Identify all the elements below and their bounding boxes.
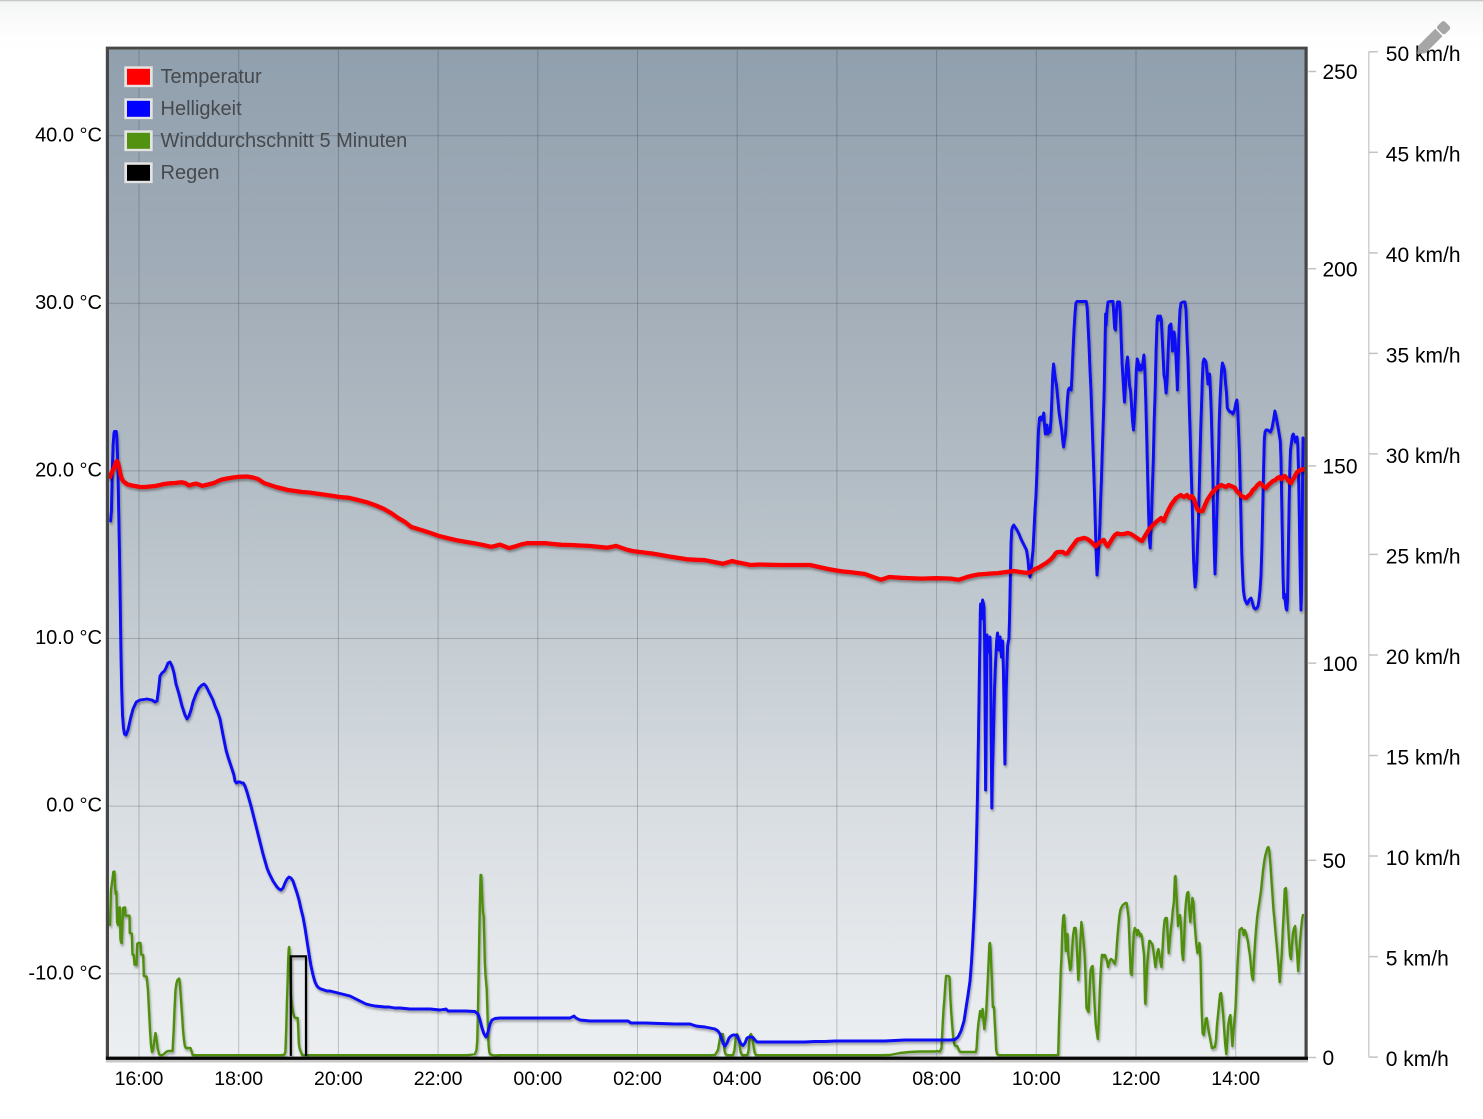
svg-text:20.0 °C: 20.0 °C [35, 460, 102, 482]
svg-text:-10.0 °C: -10.0 °C [28, 962, 102, 984]
svg-text:250: 250 [1323, 61, 1358, 84]
svg-text:06:00: 06:00 [812, 1068, 861, 1090]
svg-text:Temperatur: Temperatur [161, 66, 262, 88]
svg-text:04:00: 04:00 [713, 1068, 762, 1090]
svg-text:0 km/h: 0 km/h [1386, 1048, 1449, 1071]
svg-text:30.0 °C: 30.0 °C [35, 292, 102, 314]
svg-text:150: 150 [1323, 456, 1358, 479]
svg-text:10:00: 10:00 [1012, 1068, 1061, 1090]
svg-text:16:00: 16:00 [115, 1068, 164, 1090]
svg-text:18:00: 18:00 [214, 1068, 263, 1090]
svg-text:45 km/h: 45 km/h [1386, 143, 1461, 166]
svg-text:00:00: 00:00 [513, 1068, 562, 1090]
svg-text:Winddurchschnitt 5 Minuten: Winddurchschnitt 5 Minuten [161, 130, 408, 152]
svg-text:0: 0 [1323, 1047, 1335, 1070]
svg-text:22:00: 22:00 [414, 1068, 463, 1090]
svg-text:20 km/h: 20 km/h [1386, 646, 1461, 669]
svg-text:Helligkeit: Helligkeit [161, 98, 243, 120]
svg-text:50: 50 [1323, 850, 1346, 873]
svg-text:10 km/h: 10 km/h [1386, 847, 1461, 870]
svg-text:100: 100 [1323, 653, 1358, 676]
svg-text:40 km/h: 40 km/h [1386, 244, 1461, 267]
svg-text:12:00: 12:00 [1112, 1068, 1161, 1090]
svg-text:30 km/h: 30 km/h [1386, 445, 1461, 468]
svg-text:5 km/h: 5 km/h [1386, 948, 1449, 971]
svg-text:25 km/h: 25 km/h [1386, 545, 1461, 568]
svg-text:15 km/h: 15 km/h [1386, 747, 1461, 770]
svg-text:35 km/h: 35 km/h [1386, 344, 1461, 367]
svg-text:0.0 °C: 0.0 °C [46, 795, 102, 817]
svg-text:14:00: 14:00 [1211, 1068, 1260, 1090]
svg-text:10.0 °C: 10.0 °C [35, 627, 102, 649]
svg-text:02:00: 02:00 [613, 1068, 662, 1090]
svg-text:200: 200 [1323, 258, 1358, 281]
svg-text:50 km/h: 50 km/h [1386, 43, 1461, 66]
svg-text:08:00: 08:00 [912, 1068, 961, 1090]
svg-text:20:00: 20:00 [314, 1068, 363, 1090]
svg-text:Regen: Regen [161, 162, 220, 184]
svg-text:40.0 °C: 40.0 °C [35, 124, 102, 146]
